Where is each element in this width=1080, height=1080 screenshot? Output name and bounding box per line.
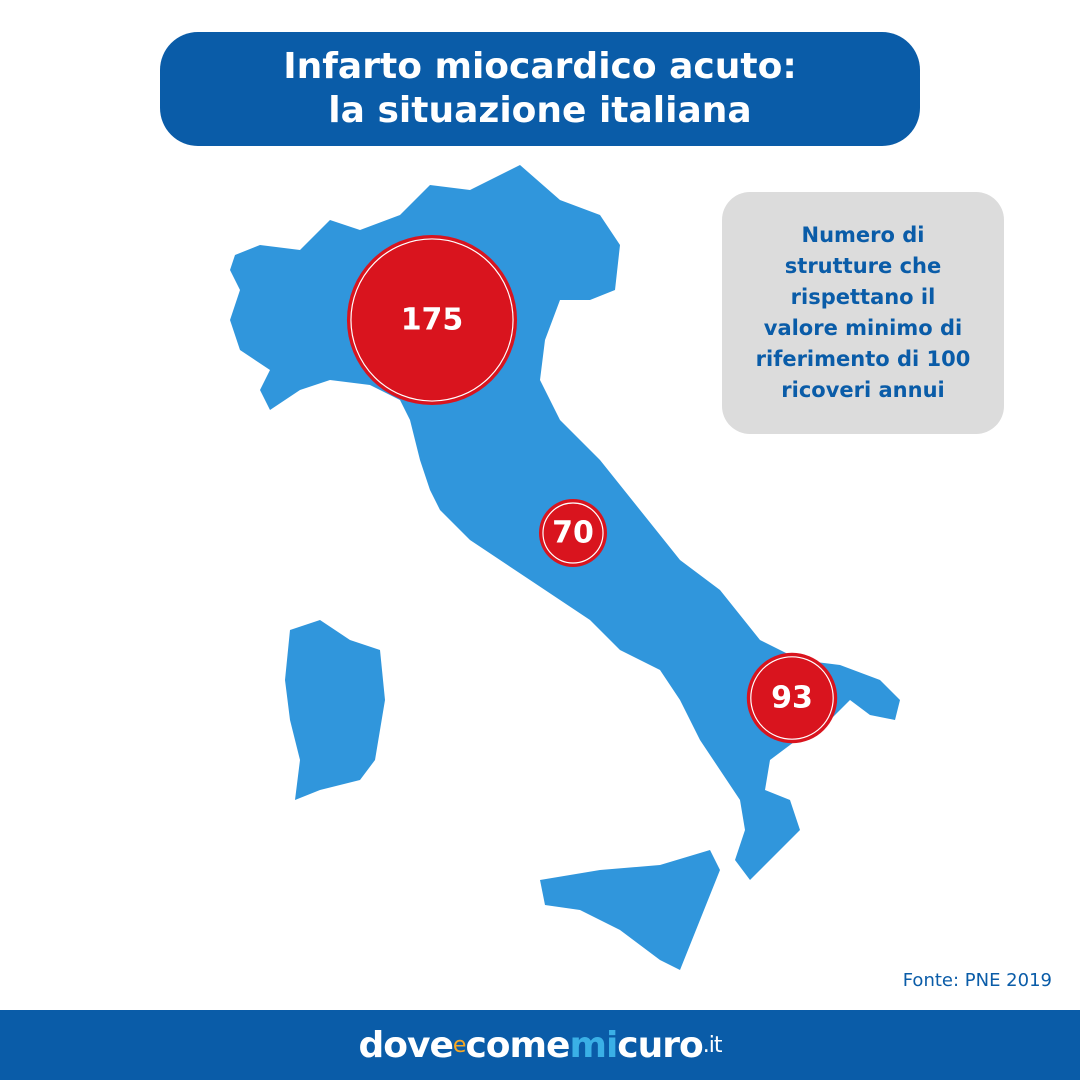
logo-part: dove [358, 1024, 454, 1066]
note-line: riferimento di 100 [755, 347, 971, 371]
logo-part: come [465, 1024, 570, 1066]
bubble-ring [750, 656, 834, 740]
bubble [346, 234, 518, 406]
note-line: valore minimo di [763, 316, 963, 340]
bubble-label: 175 [401, 303, 464, 338]
logo: dove e come mi curo .it [0, 1010, 1080, 1080]
logo-part: mi [569, 1024, 618, 1066]
note-box: Numero di strutture che rispettano il valor… [722, 192, 1004, 434]
note-line: ricoveri annui [781, 378, 945, 402]
title-line: la situazione italiana [328, 90, 752, 131]
title: Infarto miocardico acuto: la situazione … [160, 32, 920, 146]
bubble-label: 70 [552, 516, 594, 551]
bubble [538, 498, 608, 568]
bubble-label: 93 [771, 681, 813, 716]
logo-part: e [452, 1032, 467, 1058]
sardinia [285, 620, 385, 800]
bubbles: 175 70 93 [346, 234, 838, 744]
note-line: strutture che [784, 254, 942, 278]
bubble-ring [350, 238, 514, 402]
title-line: Infarto miocardico acuto: [283, 46, 797, 87]
logo-part: .it [702, 1032, 723, 1058]
source: Fonte: PNE 2019 [902, 970, 1052, 991]
note-line: rispettano il [790, 285, 936, 309]
bubble-ring [542, 502, 604, 564]
note-line: Numero di [801, 223, 925, 247]
logo-part: curo [617, 1024, 703, 1066]
bubble [746, 652, 838, 744]
sicily [540, 850, 720, 970]
